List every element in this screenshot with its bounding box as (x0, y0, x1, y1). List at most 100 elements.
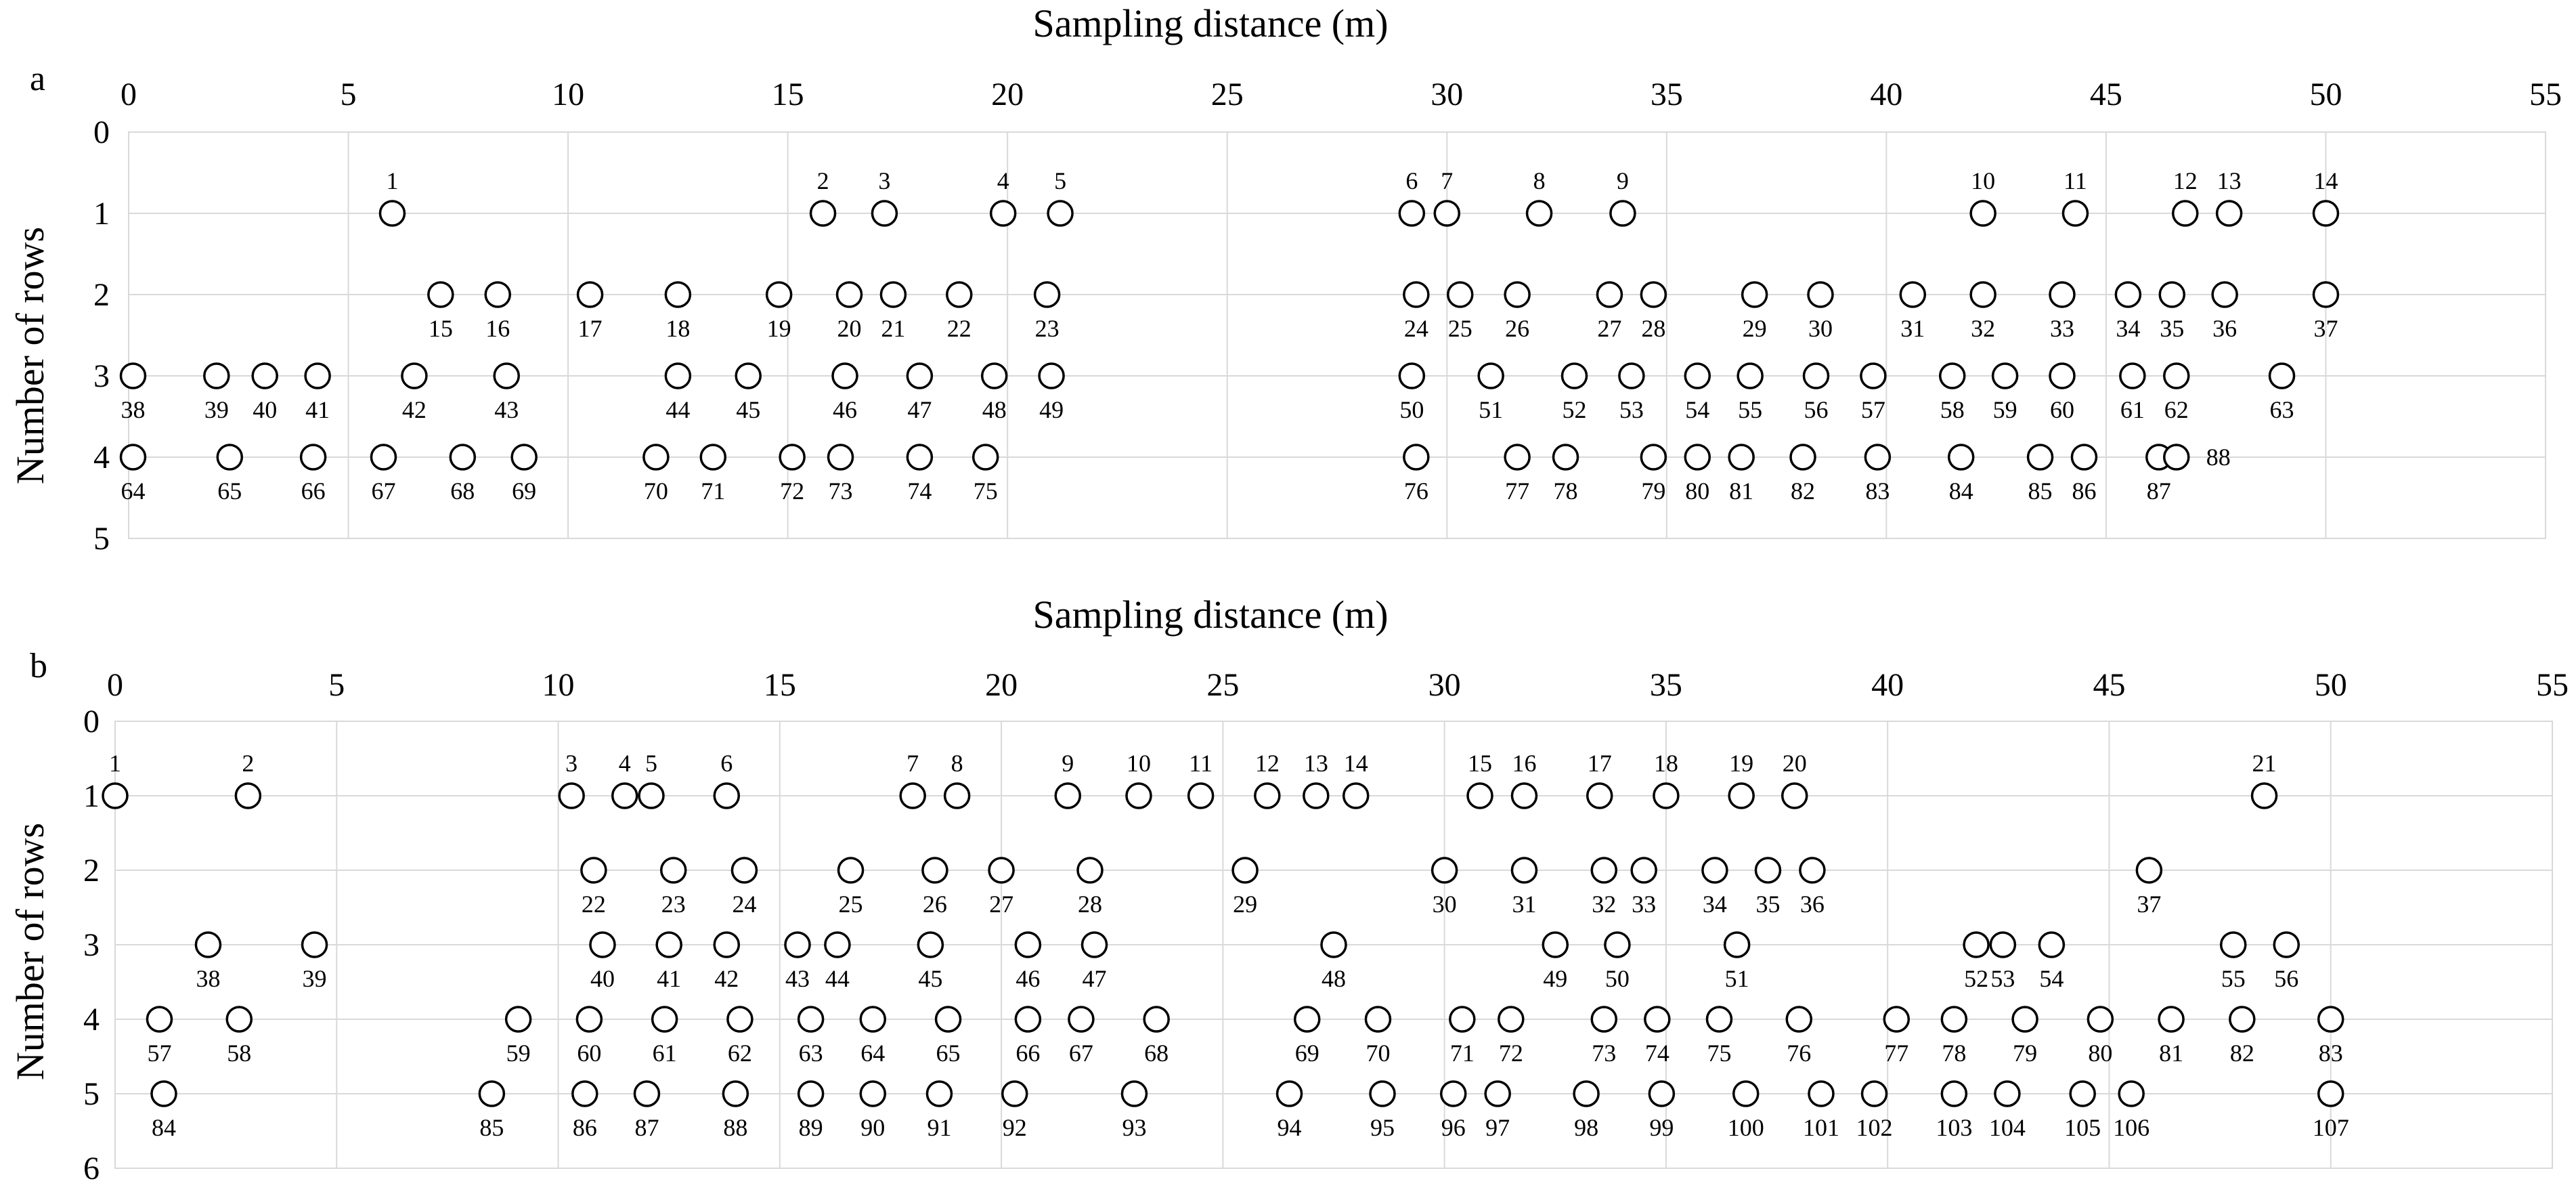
panel-b-sample-point (1484, 1080, 1511, 1107)
panel-b-point-label: 53 (1990, 965, 2015, 992)
panel-a-sample-point (299, 444, 327, 471)
panel-b-sample-point (1883, 1006, 1911, 1033)
panel-b-point-label: 74 (1645, 1040, 1669, 1067)
panel-b-sample-point (1963, 931, 1990, 958)
panel-b-point-label: 60 (577, 1040, 601, 1067)
panel-b-point-label: 62 (728, 1040, 752, 1067)
panel-a-x-tick-label: 35 (1651, 77, 1683, 112)
panel-b-sample-point (1732, 1080, 1760, 1107)
panel-a-y-tick-label: 0 (93, 114, 110, 150)
panel-b-point-label: 42 (714, 965, 739, 992)
panel-a-point-label: 66 (301, 477, 326, 505)
panel-a-x-tick-label: 45 (2090, 77, 2122, 112)
panel-a-sample-point (827, 444, 854, 471)
panel-b-sample-point (1542, 931, 1569, 958)
panel-b-sample-point (859, 1080, 887, 1107)
panel-a-sample-point (1737, 362, 1764, 389)
panel-b-point-label: 58 (227, 1040, 251, 1067)
panel-a-point-label: 27 (1597, 315, 1621, 342)
panel-b-point-label: 25 (839, 891, 863, 918)
panel-b-point-label: 39 (303, 965, 327, 992)
panel-a-sample-point (2312, 200, 2340, 227)
panel-b-point-label: 82 (2230, 1040, 2254, 1067)
panel-a: Sampling distance (m) a Number of rows 0… (8, 1, 2562, 557)
panel-b-point-label: 86 (573, 1114, 597, 1141)
panel-b-sample-point (1799, 857, 1826, 884)
panel-b-point-label: 45 (918, 965, 942, 992)
panel-b-point-label: 87 (634, 1114, 659, 1141)
panel-b-y-tick-label: 1 (83, 778, 100, 814)
panel-a-sample-point (664, 281, 692, 308)
panel-b-point-label: 3 (565, 750, 577, 777)
panel-b-point-label: 50 (1605, 965, 1630, 992)
panel-b-point-label: 19 (1729, 750, 1753, 777)
panel-b-x-tick-label: 55 (2536, 667, 2569, 703)
panel-b-sample-point (1994, 1080, 2021, 1107)
panel-b-sample-point (1586, 782, 1613, 809)
panel-b-x-tick-label: 10 (542, 667, 575, 703)
panel-a-point-label: 17 (578, 315, 603, 342)
panel-a-label: a (30, 60, 45, 98)
panel-b-sample-point (2087, 1006, 2114, 1033)
panel-b-plot-frame (114, 721, 2553, 1169)
panel-b-sample-point (2317, 1080, 2344, 1107)
panel-a-sample-point (1477, 362, 1504, 389)
panel-a-sample-point (2061, 200, 2089, 227)
panel-b-point-label: 33 (1632, 891, 1656, 918)
panel-b-sample-point (102, 782, 129, 809)
panel-b-sample-point (1510, 782, 1538, 809)
panel-b-point-label: 98 (1574, 1114, 1598, 1141)
panel-a-point-label: 34 (2116, 315, 2140, 342)
panel-b-point-label: 18 (1654, 750, 1678, 777)
panel-b-point-label: 71 (1450, 1040, 1475, 1067)
panel-a-sample-point (378, 200, 406, 227)
panel-b-point-label: 48 (1322, 965, 1346, 992)
panel-b-point-label: 69 (1295, 1040, 1319, 1067)
panel-b-sample-point (1293, 1006, 1321, 1033)
panel-b-sample-point (722, 1080, 749, 1107)
panel-a-point-label: 69 (512, 477, 536, 505)
panel-a-x-tick-label: 0 (121, 77, 137, 112)
panel-a-point-label: 6 (1405, 167, 1418, 194)
panel-b-sample-point (655, 931, 682, 958)
panel-a-sample-point (1403, 281, 1430, 308)
panel-a-sample-point (2163, 444, 2190, 471)
panel-b-sample-point (2135, 857, 2163, 884)
panel-b-point-label: 70 (1366, 1040, 1390, 1067)
panel-b-sample-point (2011, 1006, 2038, 1033)
panel-a-y-tick-label: 4 (93, 440, 110, 475)
panel-a-sample-point (1864, 444, 1892, 471)
panel-b-sample-point (1439, 1080, 1467, 1107)
panel-b-sample-point (146, 1006, 173, 1033)
panel-a-point-label: 33 (2050, 315, 2074, 342)
panel-b-y-axis-title: Number of rows (8, 823, 52, 1080)
panel-b-x-tick-label: 35 (1650, 667, 1682, 703)
panel-b-sample-point (1808, 1080, 1835, 1107)
panel-b-sample-point (194, 931, 222, 958)
panel-b-sample-point (2069, 1080, 2096, 1107)
panel-b-point-label: 100 (1728, 1114, 1764, 1141)
panel-a-point-label: 26 (1505, 315, 1529, 342)
panel-b-point-label: 63 (799, 1040, 823, 1067)
panel-b-point-label: 15 (1468, 750, 1492, 777)
panel-b-sample-point (1989, 931, 2017, 958)
panel-a-point-label: 71 (701, 477, 725, 505)
panel-b-sample-point (917, 931, 944, 958)
panel-b-sample-point (1785, 1006, 1813, 1033)
panel-b-point-label: 89 (799, 1114, 823, 1141)
panel-b-sample-point (797, 1080, 825, 1107)
panel-b-point-label: 54 (2039, 965, 2064, 992)
panel-b-sample-point (859, 1006, 887, 1033)
panel-a-sample-point (1728, 444, 1755, 471)
panel-a-point-label: 76 (1404, 477, 1428, 505)
panel-a-point-label: 51 (1479, 396, 1503, 423)
panel-a-point-label: 52 (1563, 396, 1587, 423)
panel-b-label: b (30, 647, 47, 685)
panel-b-sample-point (1014, 931, 1042, 958)
panel-a-point-label: 50 (1399, 396, 1424, 423)
panel-b-point-label: 46 (1016, 965, 1040, 992)
panel-b-sample-point (1342, 782, 1370, 809)
panel-b-x-tick-label: 45 (2093, 667, 2125, 703)
panel-b-y-tick-label: 5 (83, 1076, 100, 1112)
